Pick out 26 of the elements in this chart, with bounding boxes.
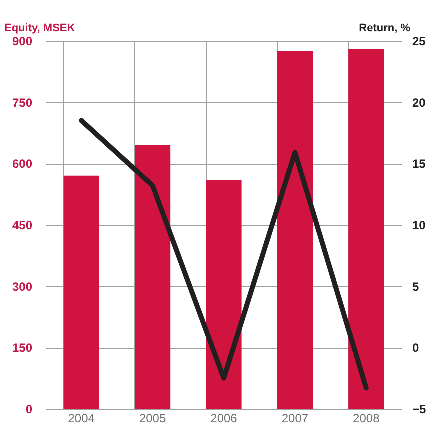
x-tick-label: 2008 [353, 412, 380, 426]
y2-tick-label: 5 [412, 280, 420, 294]
y2-tick-label: −5 [412, 402, 427, 416]
y-tick-label: 0 [26, 402, 33, 416]
y-tick-label: 300 [12, 280, 33, 294]
y2-tick-label: 10 [412, 218, 426, 232]
y2-tick-label: 0 [412, 341, 420, 356]
y-tick-label: 750 [12, 96, 33, 110]
y-tick-label: 600 [12, 157, 33, 172]
y2-axis-title: Return, % [359, 22, 411, 34]
x-tick-label: 2007 [282, 412, 309, 426]
bar [348, 49, 384, 409]
x-tick-label: 2006 [210, 412, 238, 426]
y-tick-label: 150 [12, 341, 33, 356]
x-tick-label: 2005 [139, 412, 166, 426]
bar [277, 51, 313, 409]
y-axis-title: Equity, MSEK [4, 22, 76, 34]
bar [135, 145, 171, 409]
y2-tick-label: 15 [412, 157, 426, 172]
y2-tick-label: 20 [412, 96, 426, 110]
y-tick-label: 450 [12, 218, 33, 232]
y-tick-label: 900 [12, 34, 33, 48]
y2-tick-label: 25 [412, 34, 426, 48]
bar [64, 176, 100, 409]
x-tick-label: 2004 [68, 412, 96, 426]
bar [206, 180, 242, 409]
